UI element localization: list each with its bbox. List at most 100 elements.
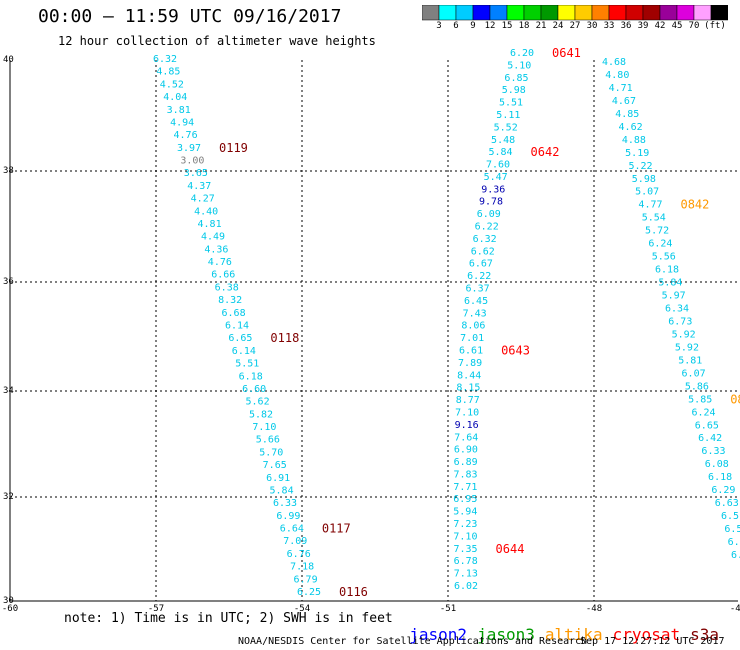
wave-height-value: 4.76 [174, 130, 198, 141]
wave-height-value: 6.78 [454, 556, 478, 567]
color-scale-label: 33 [603, 21, 615, 31]
wave-height-value: 6.37 [466, 284, 490, 295]
wave-height-value: 6.20 [510, 48, 534, 59]
wave-height-value: 6.63 [715, 498, 739, 509]
longitude-tick-label: -51 [440, 604, 456, 614]
wave-height-value: 4.81 [198, 219, 222, 230]
wave-height-value: 6.29 [711, 485, 735, 496]
footer-note: note: 1) Time is in UTC; 2) SWH is in fe… [64, 611, 393, 626]
wave-height-value: 6.24 [648, 239, 672, 250]
wave-height-value: 6.02 [454, 581, 478, 592]
wave-height-value: 5.47 [484, 172, 508, 183]
wave-height-value: 6.90 [454, 445, 478, 456]
wave-height-value: 8.15 [456, 383, 480, 394]
wave-height-value: 6.38 [215, 282, 239, 293]
wave-height-value: 6.5 [728, 537, 740, 548]
wave-height-value: 5.48 [491, 135, 515, 146]
wave-height-value: 4.85 [156, 67, 180, 78]
wave-height-value: 6.99 [276, 511, 300, 522]
wave-height-value: 6.32 [153, 54, 177, 65]
wave-height-value: 6.66 [211, 270, 235, 281]
color-scale-label: 9 [470, 21, 476, 31]
wave-height-value: 5.84 [488, 147, 512, 158]
satellite-altika: altika [544, 625, 603, 644]
color-scale-label: 45 [671, 21, 683, 31]
wave-height-value: 7.09 [283, 536, 307, 547]
wave-height-value: 4.49 [201, 232, 225, 243]
wave-height-value: 9.36 [481, 184, 505, 195]
pass-time-label: 0641 [552, 46, 581, 60]
wave-height-value: 4.71 [609, 83, 633, 94]
wave-height-value: 6.22 [475, 222, 499, 233]
wave-height-value: 6.76 [287, 549, 311, 560]
wave-height-value: 7.71 [453, 482, 477, 493]
wave-height-value: 6.65 [228, 333, 252, 344]
color-scale-label: 42 [654, 21, 666, 31]
wave-height-value: 6.67 [469, 259, 493, 270]
wave-height-value: 9.16 [455, 420, 479, 431]
color-scale-bar [422, 5, 728, 21]
pass-time-label: 0116 [339, 585, 368, 599]
wave-height-value: 3.65 [184, 168, 208, 179]
wave-height-value: 5.10 [507, 60, 531, 71]
wave-height-value: 6.91 [266, 473, 290, 484]
wave-height-value: 4.37 [187, 181, 211, 192]
wave-height-value: 5.70 [259, 447, 283, 458]
wave-height-value: 6.09 [477, 209, 501, 220]
latitude-tick-label: 36 [3, 277, 14, 287]
pass-time-label: 0643 [501, 343, 530, 357]
color-scale-label: 36 [620, 21, 632, 31]
wave-height-value: 5.85 [688, 394, 712, 405]
wave-height-value: 7.43 [463, 308, 487, 319]
wave-height-value: 6.14 [225, 321, 249, 332]
latitude-tick-label: 34 [3, 386, 14, 396]
latitude-tick-label: 38 [3, 166, 14, 176]
wave-height-value: 6.24 [691, 407, 715, 418]
wave-height-value: 5.19 [625, 148, 649, 159]
wave-height-value: 7.35 [454, 544, 478, 555]
wave-height-value: 6.68 [222, 308, 246, 319]
longitude-tick-label: -45 [730, 604, 740, 614]
wave-height-value: 6.34 [665, 304, 689, 315]
wave-height-value: 6.18 [239, 371, 263, 382]
wave-height-value: 4.67 [612, 96, 636, 107]
wave-height-value: 6.07 [682, 368, 706, 379]
wave-height-value: 6.5 [731, 550, 740, 561]
wave-height-value: 6.61 [459, 345, 483, 356]
wave-height-value: 6.64 [280, 524, 304, 535]
wave-height-value: 5.66 [256, 435, 280, 446]
wave-height-value: 7.60 [486, 160, 510, 171]
wave-height-value: 7.64 [454, 432, 478, 443]
wave-height-value: 5.94 [453, 507, 477, 518]
wave-height-value: 5.84 [270, 485, 294, 496]
pass-time-label: 0118 [270, 331, 299, 345]
wave-height-value: 6.89 [454, 457, 478, 468]
color-scale-label: 24 [552, 21, 564, 31]
color-scale-label: 6 [453, 21, 459, 31]
wave-height-value: 4.62 [619, 122, 643, 133]
wave-height-value: 7.23 [453, 519, 477, 530]
satellite-jason2: jason2 [409, 625, 468, 644]
page-subtitle: 12 hour collection of altimeter wave hei… [58, 34, 376, 48]
wave-height-value: 6.08 [705, 459, 729, 470]
wave-height-value: 4.76 [208, 257, 232, 268]
wave-height-value: 5.07 [635, 187, 659, 198]
satellite-s3a: s3a [690, 625, 719, 644]
color-scale-label: 12 [484, 21, 496, 31]
wave-height-value: 6.85 [504, 73, 528, 84]
wave-height-value: 7.10 [455, 407, 479, 418]
longitude-tick-label: -57 [148, 604, 164, 614]
longitude-tick-label: -54 [294, 604, 310, 614]
color-scale-label: 27 [569, 21, 581, 31]
wave-height-value: 5.22 [628, 161, 652, 172]
color-scale-labels: 3 6 9 12 15 18 21 24 27 30 33 36 39 42 45 70 (ft) [422, 21, 740, 35]
color-scale-label: 30 [586, 21, 598, 31]
wave-height-value: 5.97 [662, 291, 686, 302]
wave-height-value: 5.72 [645, 226, 669, 237]
color-scale-label: 3 [436, 21, 442, 31]
wave-height-value: 6.14 [232, 346, 256, 357]
wave-height-value: 3.00 [180, 156, 204, 167]
wave-height-value: 8.77 [456, 395, 480, 406]
wave-height-value: 7.10 [453, 531, 477, 542]
